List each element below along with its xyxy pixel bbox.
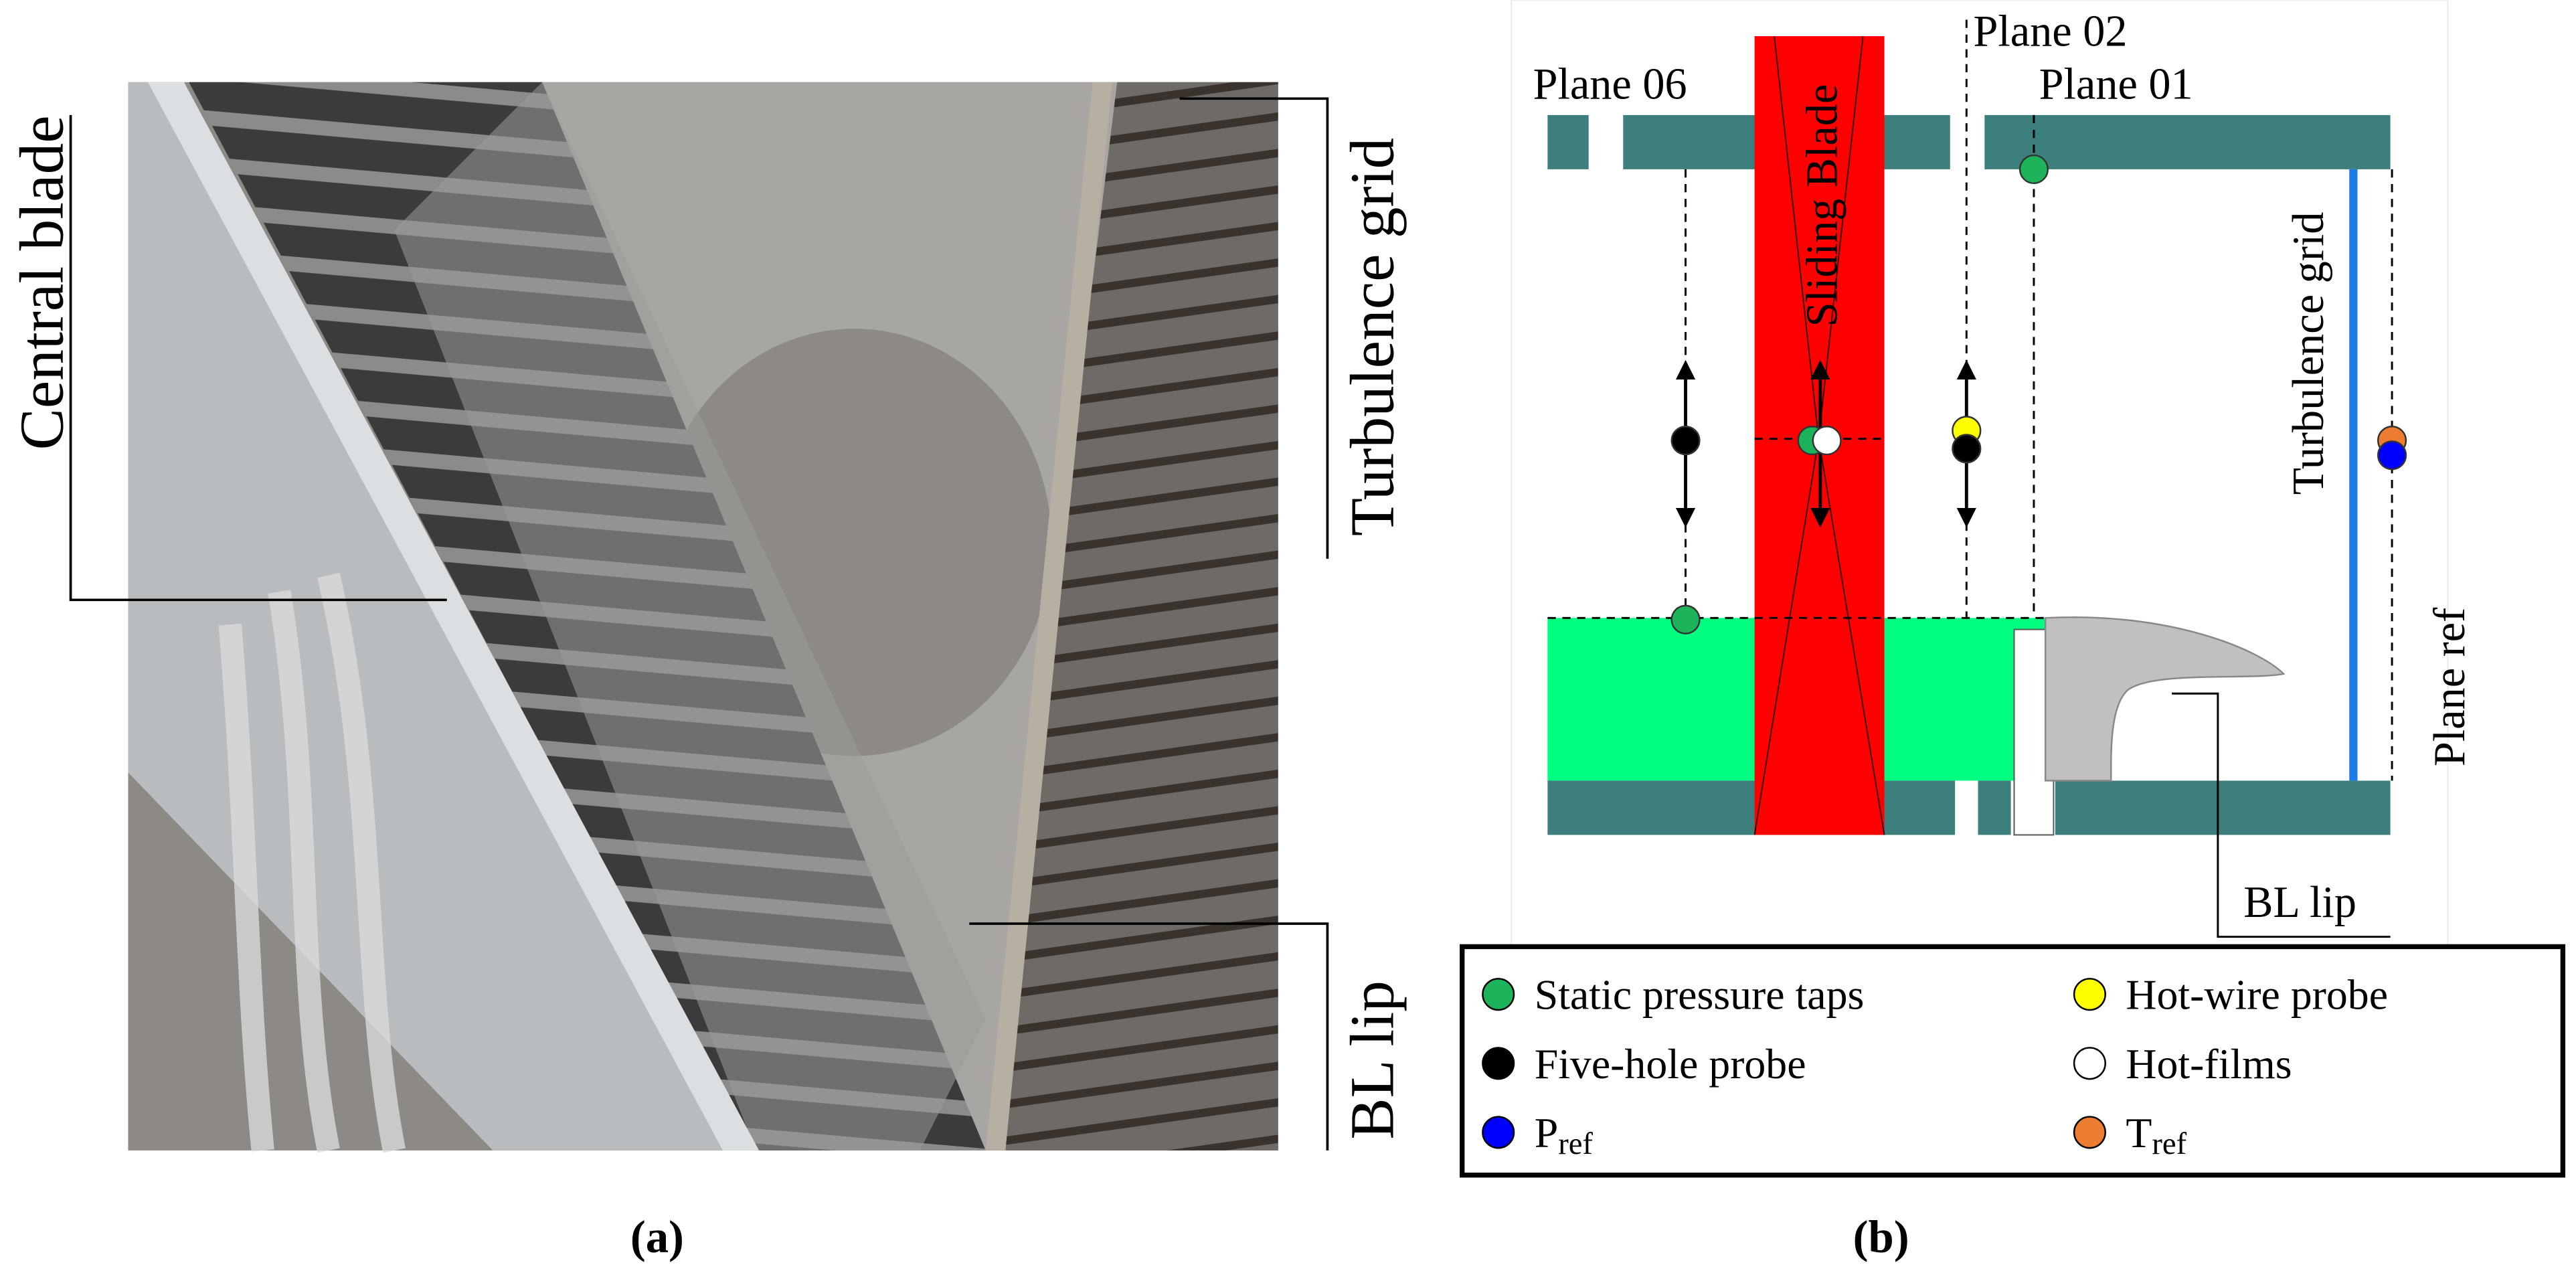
- legend-subscript: ref: [2152, 1126, 2186, 1161]
- label: Plane 02: [1973, 7, 2127, 56]
- top-wall: [1984, 114, 2391, 169]
- photo: [128, 82, 1278, 1153]
- schematic: [1511, 0, 2449, 962]
- legend-marker: [1482, 1047, 1515, 1080]
- legend-label: Pref: [1535, 1109, 1594, 1161]
- legend-text: P: [1535, 1109, 1558, 1157]
- label: Plane 01: [2039, 60, 2193, 108]
- legend-marker: [1482, 1116, 1515, 1149]
- bottom-wall: [1547, 780, 1956, 835]
- legend-text: Five-hole probe: [1535, 1040, 1806, 1088]
- photo-leaders: [69, 97, 1329, 1151]
- legend: Static pressure taps Hot-wire probe Five-h…: [1482, 971, 2388, 1161]
- probe-marker: [1952, 434, 1982, 464]
- label: BL lip: [2243, 878, 2356, 927]
- grid-rail: [985, 82, 1112, 1151]
- legend-text: Static pressure taps: [1535, 971, 1865, 1019]
- legend-label: Tref: [2126, 1109, 2186, 1161]
- probe-marker: [2019, 154, 2049, 185]
- label: Turbulence grid: [1339, 138, 1407, 536]
- caption: (b): [1853, 1211, 1909, 1262]
- legend-marker: [1482, 978, 1515, 1011]
- label: Sliding Blade: [1798, 84, 1847, 327]
- label: BL lip: [1339, 981, 1407, 1140]
- legend-subscript: ref: [1558, 1126, 1593, 1161]
- probe-marker: [1812, 426, 1842, 456]
- legend-text: T: [2126, 1109, 2152, 1157]
- turbulence-grid: [2349, 169, 2358, 781]
- leader-line: [69, 114, 447, 602]
- bottom-wall: [1978, 780, 2011, 835]
- label: Central blade: [7, 115, 76, 450]
- legend-text: Hot-wire probe: [2126, 971, 2388, 1019]
- probe-marker: [2377, 440, 2407, 471]
- legend-text: Hot-films: [2126, 1040, 2292, 1088]
- leader-line: [969, 922, 1329, 1151]
- legend-label: Static pressure taps: [1535, 971, 1865, 1019]
- tubes: [218, 572, 406, 1153]
- legend-label: Hot-wire probe: [2126, 971, 2388, 1019]
- legend-marker: [2073, 1116, 2106, 1149]
- label: Turbulence grid: [2284, 212, 2333, 495]
- bl-lip: [2044, 616, 2286, 782]
- probe-marker: [1670, 426, 1701, 456]
- legend-label: Five-hole probe: [1535, 1040, 1806, 1088]
- leader-line: [1179, 97, 1329, 559]
- leader-line: [2172, 692, 2391, 938]
- label: Plane ref: [2425, 607, 2474, 766]
- top-wall: [1547, 114, 1589, 169]
- caption: (a): [630, 1211, 684, 1262]
- bottom-wall: [2055, 780, 2391, 835]
- legend-marker: [2073, 1047, 2106, 1080]
- probes: [1670, 154, 2407, 634]
- probe-marker: [1670, 604, 1701, 634]
- legend-label: Hot-films: [2126, 1040, 2292, 1088]
- plate-edge: [147, 82, 760, 1151]
- legend-marker: [2073, 978, 2106, 1011]
- endwall: [394, 82, 986, 1151]
- legend-box: [1460, 944, 2566, 1178]
- label: Plane 06: [1533, 60, 1687, 108]
- turbulence-grid: [985, 82, 1278, 1151]
